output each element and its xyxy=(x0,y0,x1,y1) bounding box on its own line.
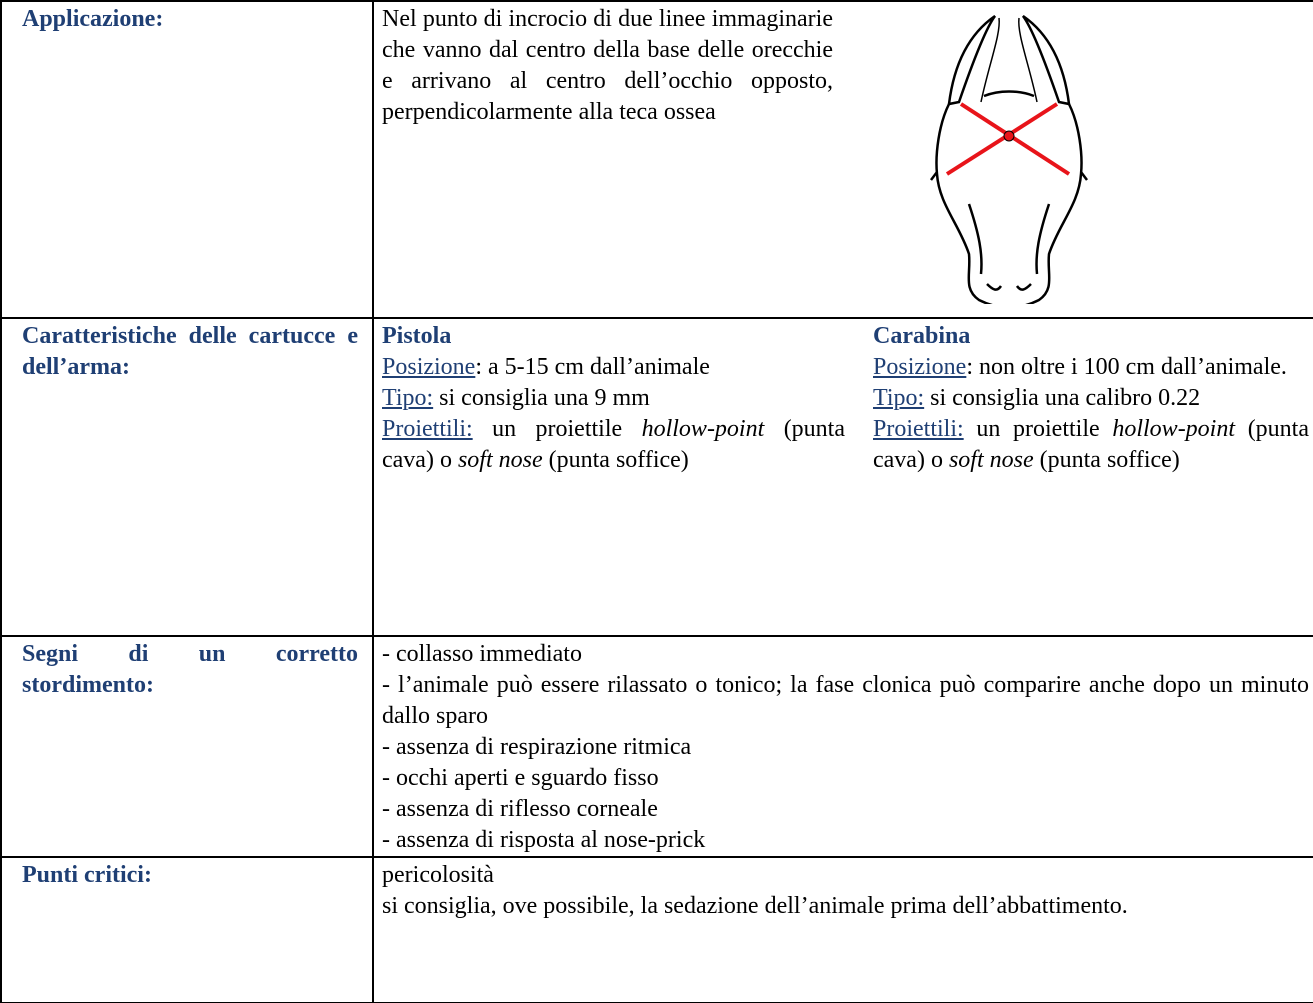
item-text: (punta soffice) xyxy=(542,447,689,473)
cell: Nel punto di incrocio di due linee immag… xyxy=(372,0,859,319)
column-heading: Carabina xyxy=(873,323,971,349)
row-label: Applicazione: xyxy=(0,0,374,319)
row: Segni di un corretto stordimento: - coll… xyxy=(0,635,1313,858)
item-italic: hollow-point xyxy=(641,416,765,442)
label-text: Segni di un corretto stordimento: xyxy=(22,641,358,698)
cell: Pistola Posizione: a 5-15 cm dall’animale… xyxy=(372,317,859,637)
line-text: - assenza di risposta al nose-prick xyxy=(382,827,706,853)
line-text: - occhi aperti e sguardo fisso xyxy=(382,765,659,791)
item-italic: soft nose xyxy=(948,447,1034,473)
cell-text: Nel punto di incrocio di due linee immag… xyxy=(382,6,833,125)
line-text: - l’animale può essere rilassato o tonic… xyxy=(382,672,1309,729)
label-text: Applicazione: xyxy=(22,6,164,32)
row: Applicazione: Nel punto di incrocio di d… xyxy=(0,0,1313,319)
row-label: Punti critici: xyxy=(0,856,374,1003)
line-text: - assenza di riflesso corneale xyxy=(382,796,658,822)
cell: pericolosità si consiglia, ove possibile,… xyxy=(372,856,1313,1003)
cell: Carabina Posizione: non oltre i 100 cm da… xyxy=(859,317,1313,637)
item-term: Proiettili: xyxy=(873,416,964,442)
item-text: (punta cava) o xyxy=(873,416,1310,473)
item-italic: soft nose xyxy=(457,447,543,473)
item-text: un proiettile xyxy=(472,416,642,442)
item-term: Tipo: xyxy=(382,385,434,411)
row-label: Segni di un corretto stordimento: xyxy=(0,635,374,858)
item-text: (punta soffice) xyxy=(1033,447,1180,473)
item-text: si consiglia una 9 mm xyxy=(433,385,650,411)
line-text: - collasso immediato xyxy=(382,641,582,667)
column-heading: Pistola xyxy=(382,323,452,349)
item-text: un proiettile xyxy=(963,416,1113,442)
row-label: Caratteristiche delle cartucce e dell’ar… xyxy=(0,317,374,637)
item-term: Tipo: xyxy=(873,385,925,411)
line-text: pericolosità xyxy=(382,862,494,888)
label-text: Punti critici: xyxy=(22,862,152,888)
item-term: Posizione xyxy=(873,354,967,380)
cell: - collasso immediato - l’animale può esse… xyxy=(372,635,1313,858)
line-text: si consiglia, ove possibile, la sedazion… xyxy=(382,893,1128,919)
item: Tipo: si consiglia una 9 mm xyxy=(382,383,845,414)
item-term: Posizione xyxy=(382,354,476,380)
item: Tipo: si consiglia una calibro 0.22 xyxy=(873,383,1309,414)
row: Caratteristiche delle cartucce e dell’ar… xyxy=(0,317,1313,637)
item-text: (punta cava) o xyxy=(382,416,846,473)
cell xyxy=(859,0,1313,319)
item-italic: hollow-point xyxy=(1112,416,1236,442)
item: Proiettili: un proiettile hollow-point (… xyxy=(873,414,1309,476)
item: Posizione: non oltre i 100 cm dall’anima… xyxy=(873,352,1309,383)
item-text: : non oltre i 100 cm dall’animale. xyxy=(966,354,1287,380)
item-text: si consiglia una calibro 0.22 xyxy=(924,385,1201,411)
label-text: Caratteristiche delle cartucce e dell’ar… xyxy=(22,323,358,380)
item-text: : a 5-15 cm dall’animale xyxy=(475,354,710,380)
row: Punti critici: pericolosità si consiglia,… xyxy=(0,856,1313,1003)
horse-head-diagram xyxy=(930,14,1088,309)
line-text: - assenza di respirazione ritmica xyxy=(382,734,692,760)
item: Posizione: a 5-15 cm dall’animale xyxy=(382,352,845,383)
item-term: Proiettili: xyxy=(382,416,473,442)
item: Proiettili: un proiettile hollow-point (… xyxy=(382,414,845,476)
